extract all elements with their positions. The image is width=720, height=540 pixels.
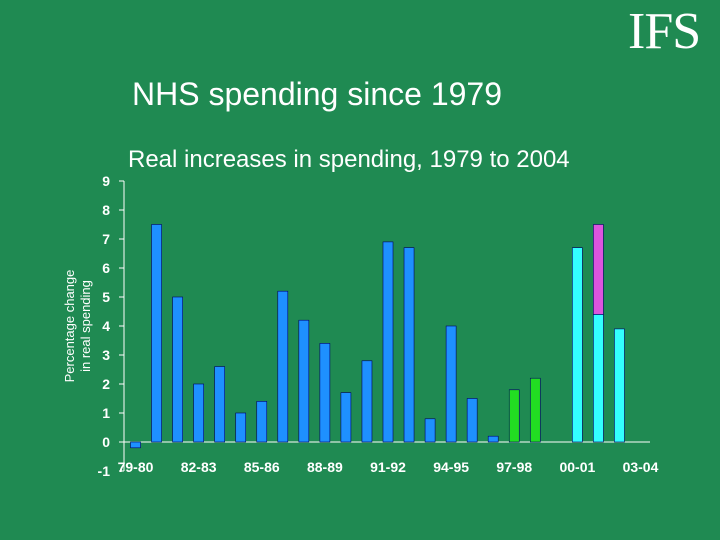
bar-88-89 xyxy=(319,343,331,443)
y-tick-label: 8 xyxy=(102,202,110,218)
bar-95-96 xyxy=(466,398,478,443)
y-tick-label: 3 xyxy=(102,347,110,363)
y-tick-label: 2 xyxy=(102,376,110,392)
bar-93-94 xyxy=(424,418,436,443)
bar-83-84 xyxy=(214,366,225,443)
bar-90-91 xyxy=(361,360,373,443)
x-tick-label: 03-04 xyxy=(623,459,659,475)
bar-80-81 xyxy=(151,224,162,443)
bar-96-97 xyxy=(487,435,499,443)
x-tick-label: 91-92 xyxy=(370,459,406,475)
bar-01-02-extra xyxy=(593,224,604,315)
bar-82-83 xyxy=(193,383,204,443)
bar-91-92 xyxy=(382,241,394,443)
bar-85-86 xyxy=(256,401,268,443)
bar-89-90 xyxy=(340,392,352,443)
bar-87-88 xyxy=(298,319,310,443)
y-tick-label: 6 xyxy=(102,260,110,276)
bar-98-99 xyxy=(529,377,541,443)
y-tick-label: 1 xyxy=(102,405,110,421)
ifs-logo: IFS xyxy=(628,3,701,60)
bar-02-03 xyxy=(614,328,625,443)
chart-title: Real increases in spending, 1979 to 2004 xyxy=(128,146,570,173)
bar-81-82 xyxy=(172,296,183,443)
x-tick-label: 94-95 xyxy=(433,459,469,475)
bar-00-01 xyxy=(572,247,583,443)
bar-79-80 xyxy=(130,441,141,449)
y-tick-label: 7 xyxy=(102,231,110,247)
slide-title: NHS spending since 1979 xyxy=(132,76,503,112)
x-tick-label: 85-86 xyxy=(244,459,280,475)
bar-97-98 xyxy=(508,389,520,443)
bar-94-95 xyxy=(445,325,457,443)
x-tick-label: 97-98 xyxy=(496,459,532,475)
bar-86-87 xyxy=(277,290,289,443)
y-tick-label: 5 xyxy=(102,289,110,305)
bar-92-93 xyxy=(403,247,415,443)
y-tick-label: 4 xyxy=(102,318,110,334)
y-tick-label: -1 xyxy=(98,463,111,479)
bar-84-85 xyxy=(235,412,247,443)
bar-01-02 xyxy=(593,314,604,443)
x-tick-label: 82-83 xyxy=(181,459,217,475)
x-tick-label: 00-01 xyxy=(559,459,595,475)
y-tick-label: 0 xyxy=(102,434,110,450)
x-tick-label: 88-89 xyxy=(307,459,343,475)
y-tick-label: 9 xyxy=(102,173,110,189)
x-tick-label: 79-80 xyxy=(118,459,154,475)
